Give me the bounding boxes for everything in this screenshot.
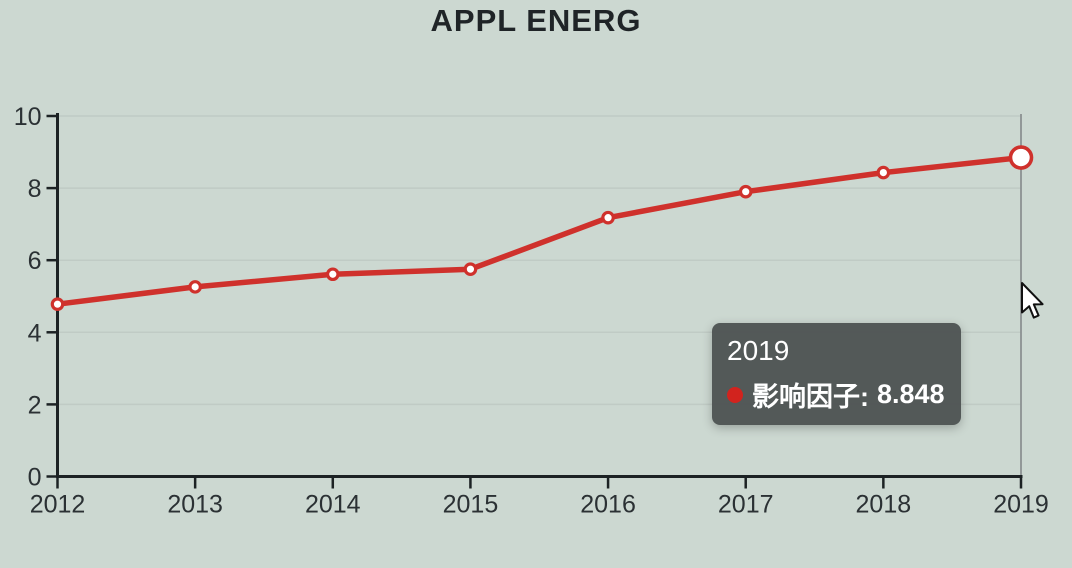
y-tick-label: 4 — [28, 319, 42, 347]
series-line — [54, 154, 1024, 307]
x-tick-label: 2013 — [167, 491, 223, 519]
x-tick-label: 2014 — [305, 491, 361, 519]
data-point-marker[interactable] — [188, 280, 202, 294]
series-dot-icon — [727, 386, 743, 403]
data-point-marker[interactable] — [50, 297, 65, 311]
data-point-marker[interactable] — [876, 165, 891, 180]
tooltip-year: 2019 — [727, 335, 790, 366]
x-tick-label: 2012 — [30, 491, 86, 519]
data-point-marker[interactable] — [738, 184, 753, 199]
y-tick-label: 0 — [28, 464, 42, 492]
y-tick-label: 6 — [28, 247, 42, 275]
y-tick-label: 10 — [14, 103, 42, 131]
x-tick-label: 2019 — [993, 491, 1049, 519]
x-tick-label: 2017 — [718, 491, 774, 519]
tooltip-series-label: 影响因子: — [752, 382, 869, 412]
tooltip: 2019 影响因子: 8.848 — [712, 323, 961, 425]
chart-title: APPL ENERG — [430, 3, 642, 38]
tooltip-value: 8.848 — [877, 379, 945, 409]
y-tick-label: 8 — [28, 175, 42, 203]
y-tick-label: 2 — [28, 391, 42, 419]
x-tick-label: 2016 — [580, 491, 636, 519]
highlighted-data-point[interactable] — [1008, 145, 1034, 170]
data-point-marker[interactable] — [463, 262, 478, 277]
data-point-marker[interactable] — [601, 210, 615, 225]
x-tick-label: 2015 — [443, 491, 499, 519]
tooltip-series-row: 影响因子: 8.848 — [727, 375, 947, 414]
data-point-marker[interactable] — [325, 267, 340, 282]
x-tick-label: 2018 — [856, 491, 912, 519]
mouse-cursor-icon — [1021, 282, 1044, 319]
